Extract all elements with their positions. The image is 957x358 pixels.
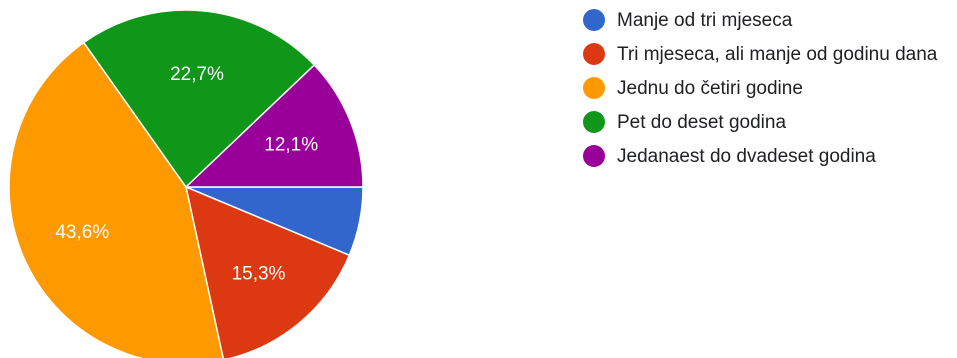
pie-slice-label: 15,3% xyxy=(232,264,286,285)
legend-label: Jednu do četiri godine xyxy=(617,78,803,99)
legend-label: Manje od tri mjeseca xyxy=(617,10,793,31)
legend-marker xyxy=(583,111,605,133)
pie-slice[interactable] xyxy=(82,9,316,189)
pie-slice[interactable] xyxy=(184,63,364,188)
legend-marker xyxy=(583,43,605,65)
legend-label: Tri mjeseca, ali manje od godinu dana xyxy=(617,44,938,65)
chart-legend: Manje od tri mjeseca Tri mjeseca, ali ma… xyxy=(583,8,953,178)
legend-label: Pet do deset godina xyxy=(617,112,787,133)
pie-slices xyxy=(8,9,364,358)
pie-slice-labels: 15,3% 43,6% 22,7% 12,1% xyxy=(55,64,318,285)
legend-item[interactable]: Manje od tri mjeseca xyxy=(583,8,953,33)
legend-marker xyxy=(583,145,605,167)
pie-slice-label: 22,7% xyxy=(170,64,224,85)
pie-slice[interactable] xyxy=(8,41,224,358)
legend-marker xyxy=(583,9,605,31)
pie-chart: 15,3% 43,6% 22,7% 12,1% xyxy=(8,9,364,358)
legend-item[interactable]: Pet do deset godina xyxy=(583,110,953,135)
legend-item[interactable]: Jedanaest do dvadeset godina xyxy=(583,144,953,169)
pie-slice-label: 43,6% xyxy=(55,222,109,243)
legend-item[interactable]: Jednu do četiri godine xyxy=(583,76,953,101)
pie-slice[interactable] xyxy=(184,185,351,358)
pie-slice-label: 12,1% xyxy=(264,135,318,156)
legend-marker xyxy=(583,77,605,99)
legend-label: Jedanaest do dvadeset godina xyxy=(617,146,876,167)
legend-item[interactable]: Tri mjeseca, ali manje od godinu dana xyxy=(583,42,953,67)
